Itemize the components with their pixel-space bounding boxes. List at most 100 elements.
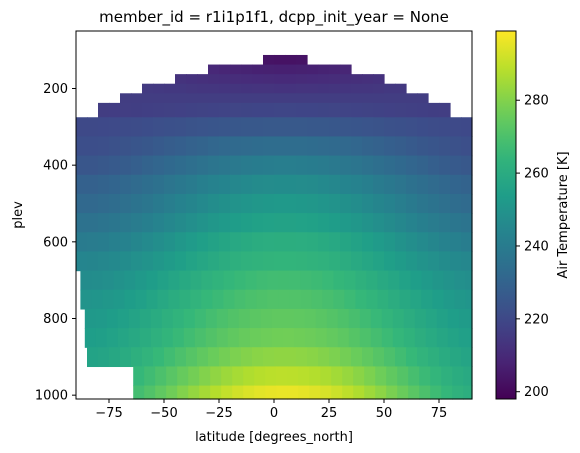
heatmap-cell [373, 232, 385, 253]
heatmap-cell [274, 347, 286, 368]
heatmap-cell [221, 385, 233, 400]
heatmap-cell [443, 270, 455, 291]
heatmap-cell [428, 213, 440, 233]
heatmap-cell [318, 193, 330, 214]
heatmap-cell [76, 193, 88, 214]
heatmap-cell [219, 93, 231, 104]
heatmap-cell [263, 93, 275, 104]
heatmap-cell [232, 385, 244, 400]
heatmap-cell [142, 213, 154, 233]
heatmap-cell [238, 328, 251, 348]
heatmap-cell [329, 251, 341, 272]
heatmap-cell [219, 232, 231, 253]
plot-frame [75, 30, 473, 400]
heatmap-cell [318, 232, 330, 253]
heatmap-cell [252, 213, 264, 233]
heatmap-cell [263, 136, 275, 157]
heatmap-cell [153, 136, 165, 157]
heatmap-cell [98, 117, 110, 138]
heatmap-cell [153, 232, 165, 253]
heatmap-cell [238, 308, 251, 329]
heatmap-cell [252, 83, 264, 94]
heatmap-cell [186, 136, 198, 157]
heatmap-cell [419, 366, 431, 387]
heatmap-cell [274, 74, 286, 85]
heatmap-cell [342, 366, 354, 387]
heatmap-cell [304, 328, 317, 348]
heatmap-cell [450, 193, 462, 214]
heatmap-cell [87, 213, 99, 233]
heatmap-cell [362, 347, 374, 368]
heatmap-cell [395, 93, 407, 104]
heatmap-cell [175, 213, 187, 233]
heatmap-cell [183, 308, 196, 329]
heatmap-cell [417, 102, 429, 118]
heatmap-cell [109, 136, 121, 157]
heatmap-cell [285, 117, 297, 138]
heatmap-cell [362, 136, 374, 157]
colorbar [495, 30, 517, 400]
heatmap-cell [296, 102, 308, 118]
heatmap-cell [296, 93, 308, 104]
heatmap-cell [461, 193, 473, 214]
heatmap-cell [205, 308, 218, 329]
heatmap-cell [406, 93, 418, 104]
heatmap-cell [216, 308, 229, 329]
x-tick-label: 0 [270, 406, 278, 421]
heatmap-cell [128, 328, 141, 348]
heatmap-cell [410, 289, 422, 310]
heatmap-cell [254, 366, 266, 387]
heatmap-cell [260, 308, 273, 329]
heatmap-cell [395, 117, 407, 138]
heatmap-cell [175, 74, 187, 85]
heatmap-cell [351, 74, 363, 85]
heatmap-cell [276, 366, 288, 387]
heatmap-cell [263, 347, 275, 368]
heatmap-cell [340, 232, 352, 253]
heatmap-cell [241, 213, 253, 233]
heatmap-cell [388, 289, 400, 310]
heatmap-cell [124, 289, 136, 310]
heatmap-cell [307, 64, 319, 75]
heatmap-cell [318, 64, 330, 75]
heatmap-cell [76, 232, 88, 253]
heatmap-cell [142, 102, 154, 118]
heatmap-cell [197, 193, 209, 214]
heatmap-cell [135, 270, 147, 291]
heatmap-cell [366, 270, 378, 291]
heatmap-cell [274, 83, 286, 94]
heatmap-cell [241, 232, 253, 253]
heatmap-cell [351, 136, 363, 157]
heatmap-cell [186, 213, 198, 233]
heatmap-cell [263, 213, 275, 233]
heatmap-cell [155, 385, 167, 400]
heatmap-cells [76, 54, 473, 400]
heatmap-cell [384, 83, 396, 94]
heatmap-cell [161, 308, 174, 329]
heatmap-cell [230, 347, 242, 368]
heatmap-cell [208, 193, 220, 214]
heatmap-cell [329, 102, 341, 118]
heatmap-cell [274, 193, 286, 214]
heatmap-cell [133, 385, 145, 400]
heatmap-cell [344, 289, 356, 310]
heatmap-cell [443, 289, 455, 310]
heatmap-cell [285, 193, 297, 214]
heatmap-cell [106, 308, 119, 329]
heatmap-cell [271, 308, 284, 329]
heatmap-cell [208, 155, 220, 176]
heatmap-cell [223, 289, 235, 310]
heatmap-cell [252, 251, 264, 272]
heatmap-cell [419, 385, 431, 400]
heatmap-cell [164, 193, 176, 214]
heatmap-cell [109, 251, 121, 272]
heatmap-cell [274, 136, 286, 157]
heatmap-cell [307, 155, 319, 176]
heatmap-cell [340, 83, 352, 94]
heatmap-cell [406, 347, 418, 368]
heatmap-cell [109, 174, 121, 195]
heatmap-cell [84, 328, 97, 348]
heatmap-cell [87, 117, 99, 138]
heatmap-cell [274, 251, 286, 272]
